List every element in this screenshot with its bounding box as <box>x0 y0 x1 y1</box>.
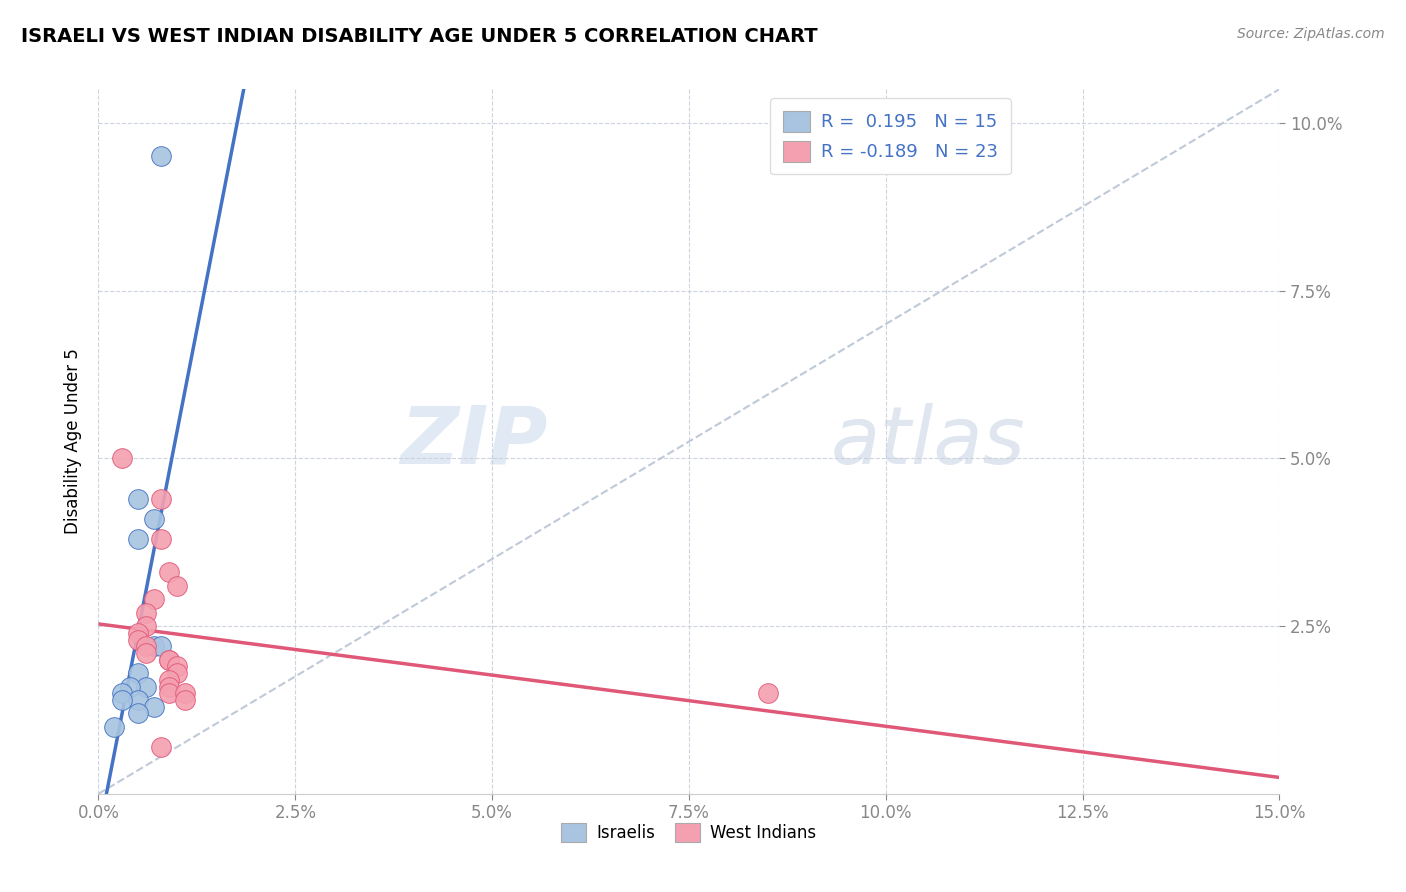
Point <box>135 606 157 620</box>
Point <box>127 693 149 707</box>
Point <box>111 451 134 466</box>
Point <box>127 632 149 647</box>
Point <box>142 639 165 653</box>
Point <box>150 532 173 546</box>
Point <box>150 639 173 653</box>
Point <box>135 680 157 694</box>
Point <box>142 699 165 714</box>
Point <box>157 673 180 687</box>
Point <box>157 680 180 694</box>
Point <box>127 625 149 640</box>
Legend: Israelis, West Indians: Israelis, West Indians <box>555 816 823 849</box>
Point <box>142 512 165 526</box>
Point <box>135 619 157 633</box>
Point <box>157 653 180 667</box>
Point <box>127 491 149 506</box>
Point <box>111 693 134 707</box>
Point <box>127 706 149 721</box>
Point <box>157 566 180 580</box>
Point <box>166 579 188 593</box>
Point <box>166 666 188 681</box>
Point <box>166 659 188 673</box>
Point <box>756 686 779 700</box>
Point <box>135 639 157 653</box>
Point <box>150 739 173 754</box>
Point <box>127 532 149 546</box>
Point <box>174 686 197 700</box>
Point <box>157 686 180 700</box>
Point <box>118 680 141 694</box>
Text: ZIP: ZIP <box>399 402 547 481</box>
Point <box>127 666 149 681</box>
Text: atlas: atlas <box>831 402 1025 481</box>
Point <box>111 686 134 700</box>
Point <box>135 646 157 660</box>
Point <box>142 592 165 607</box>
Text: ISRAELI VS WEST INDIAN DISABILITY AGE UNDER 5 CORRELATION CHART: ISRAELI VS WEST INDIAN DISABILITY AGE UN… <box>21 27 818 45</box>
Y-axis label: Disability Age Under 5: Disability Age Under 5 <box>63 349 82 534</box>
Point <box>157 653 180 667</box>
Point <box>150 149 173 163</box>
Point <box>103 720 125 734</box>
Text: Source: ZipAtlas.com: Source: ZipAtlas.com <box>1237 27 1385 41</box>
Point <box>174 693 197 707</box>
Point <box>150 491 173 506</box>
